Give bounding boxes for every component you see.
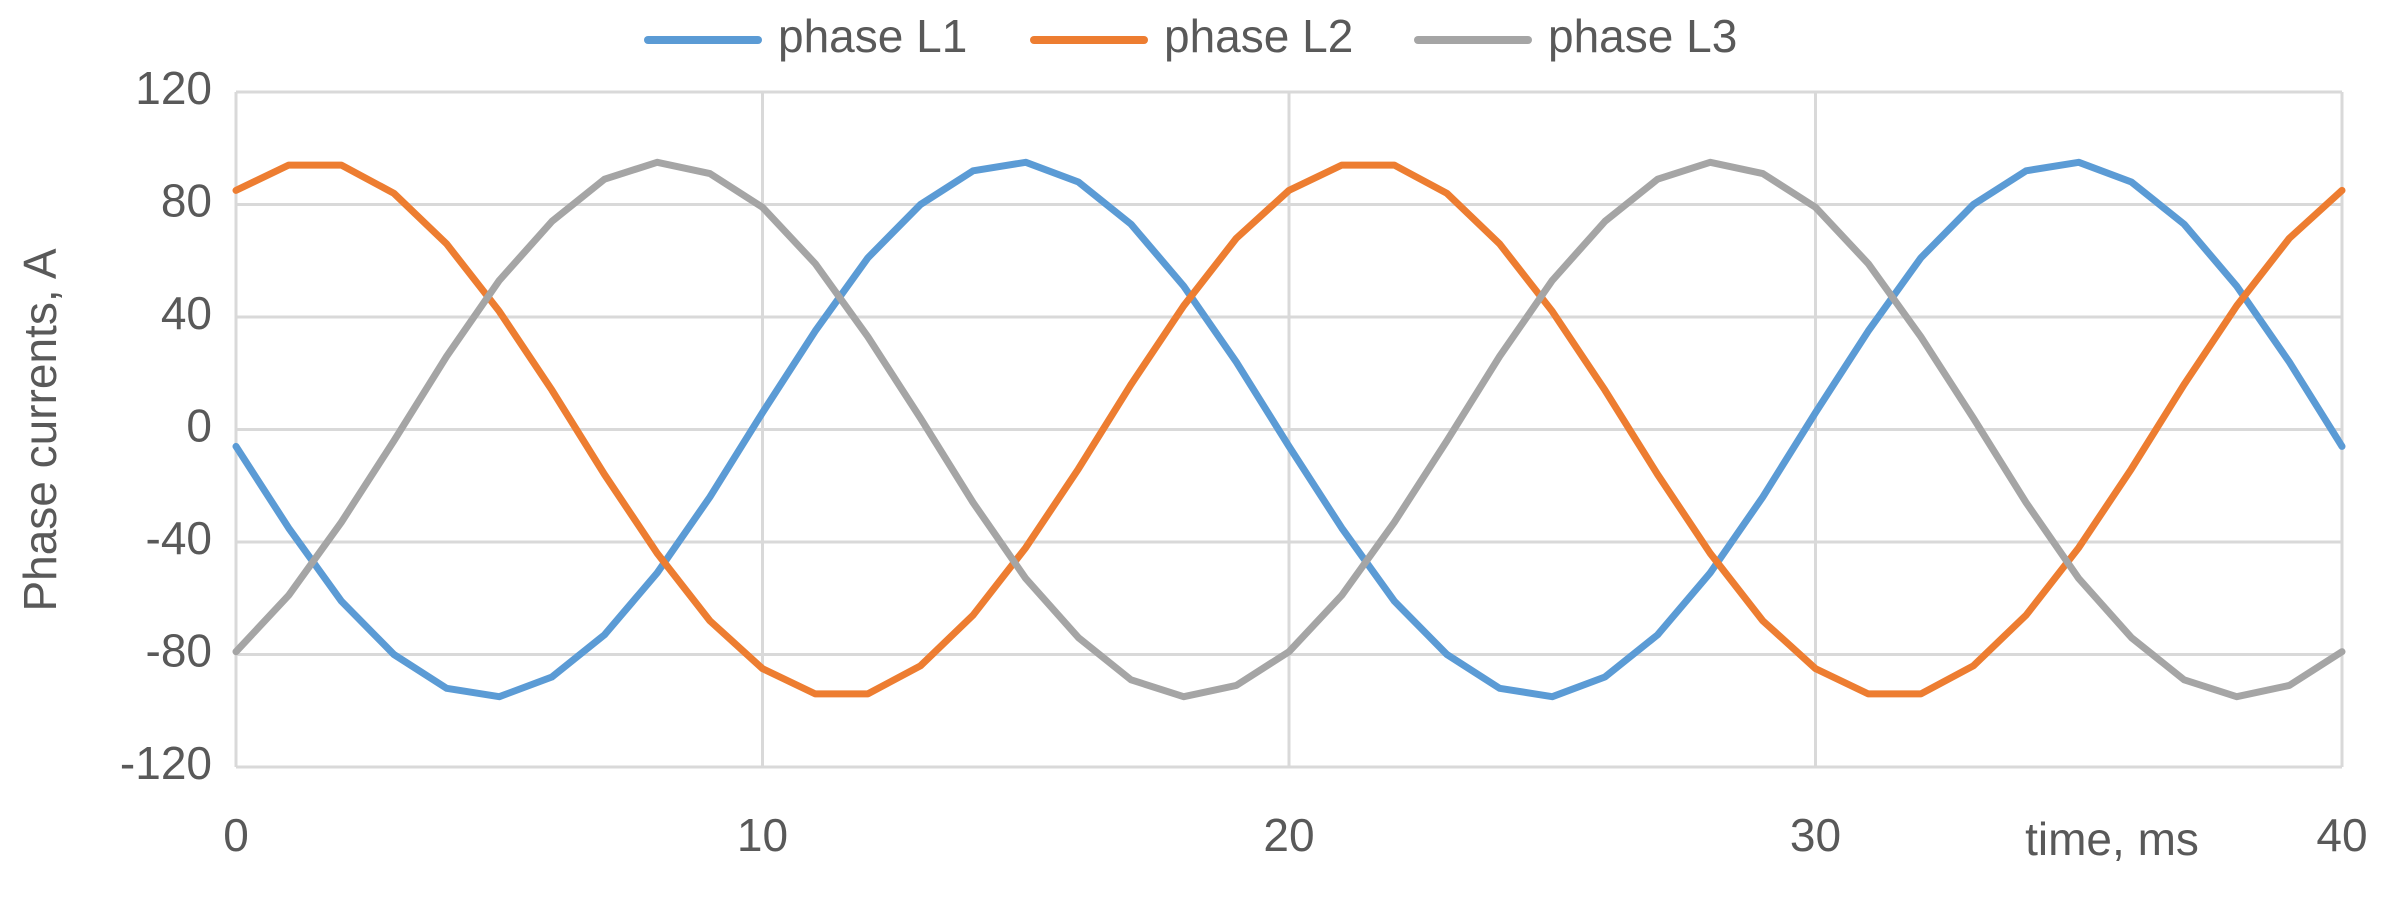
y-tick-label: -40 xyxy=(146,512,212,564)
y-tick-label: -120 xyxy=(120,737,212,789)
series-line xyxy=(232,158,2346,701)
legend-label: phase L3 xyxy=(1548,10,1737,62)
x-tick-label: 10 xyxy=(737,809,788,861)
x-tick-label: 20 xyxy=(1263,809,1314,861)
y-axis-title: Phase currents, A xyxy=(14,248,66,611)
x-tick-label: 40 xyxy=(2316,809,2367,861)
x-tick-label: 30 xyxy=(1790,809,1841,861)
series-line xyxy=(232,158,2346,701)
y-tick-label: 120 xyxy=(135,62,212,114)
y-tick-label: 80 xyxy=(161,175,212,227)
series-line xyxy=(232,161,2346,698)
legend-label: phase L2 xyxy=(1164,10,1353,62)
legend-label: phase L1 xyxy=(778,10,967,62)
x-axis-title: time, ms xyxy=(2025,813,2199,865)
y-tick-label: 0 xyxy=(186,400,212,452)
y-tick-label: 40 xyxy=(161,287,212,339)
y-tick-label: -80 xyxy=(146,625,212,677)
x-tick-label: 0 xyxy=(223,809,249,861)
